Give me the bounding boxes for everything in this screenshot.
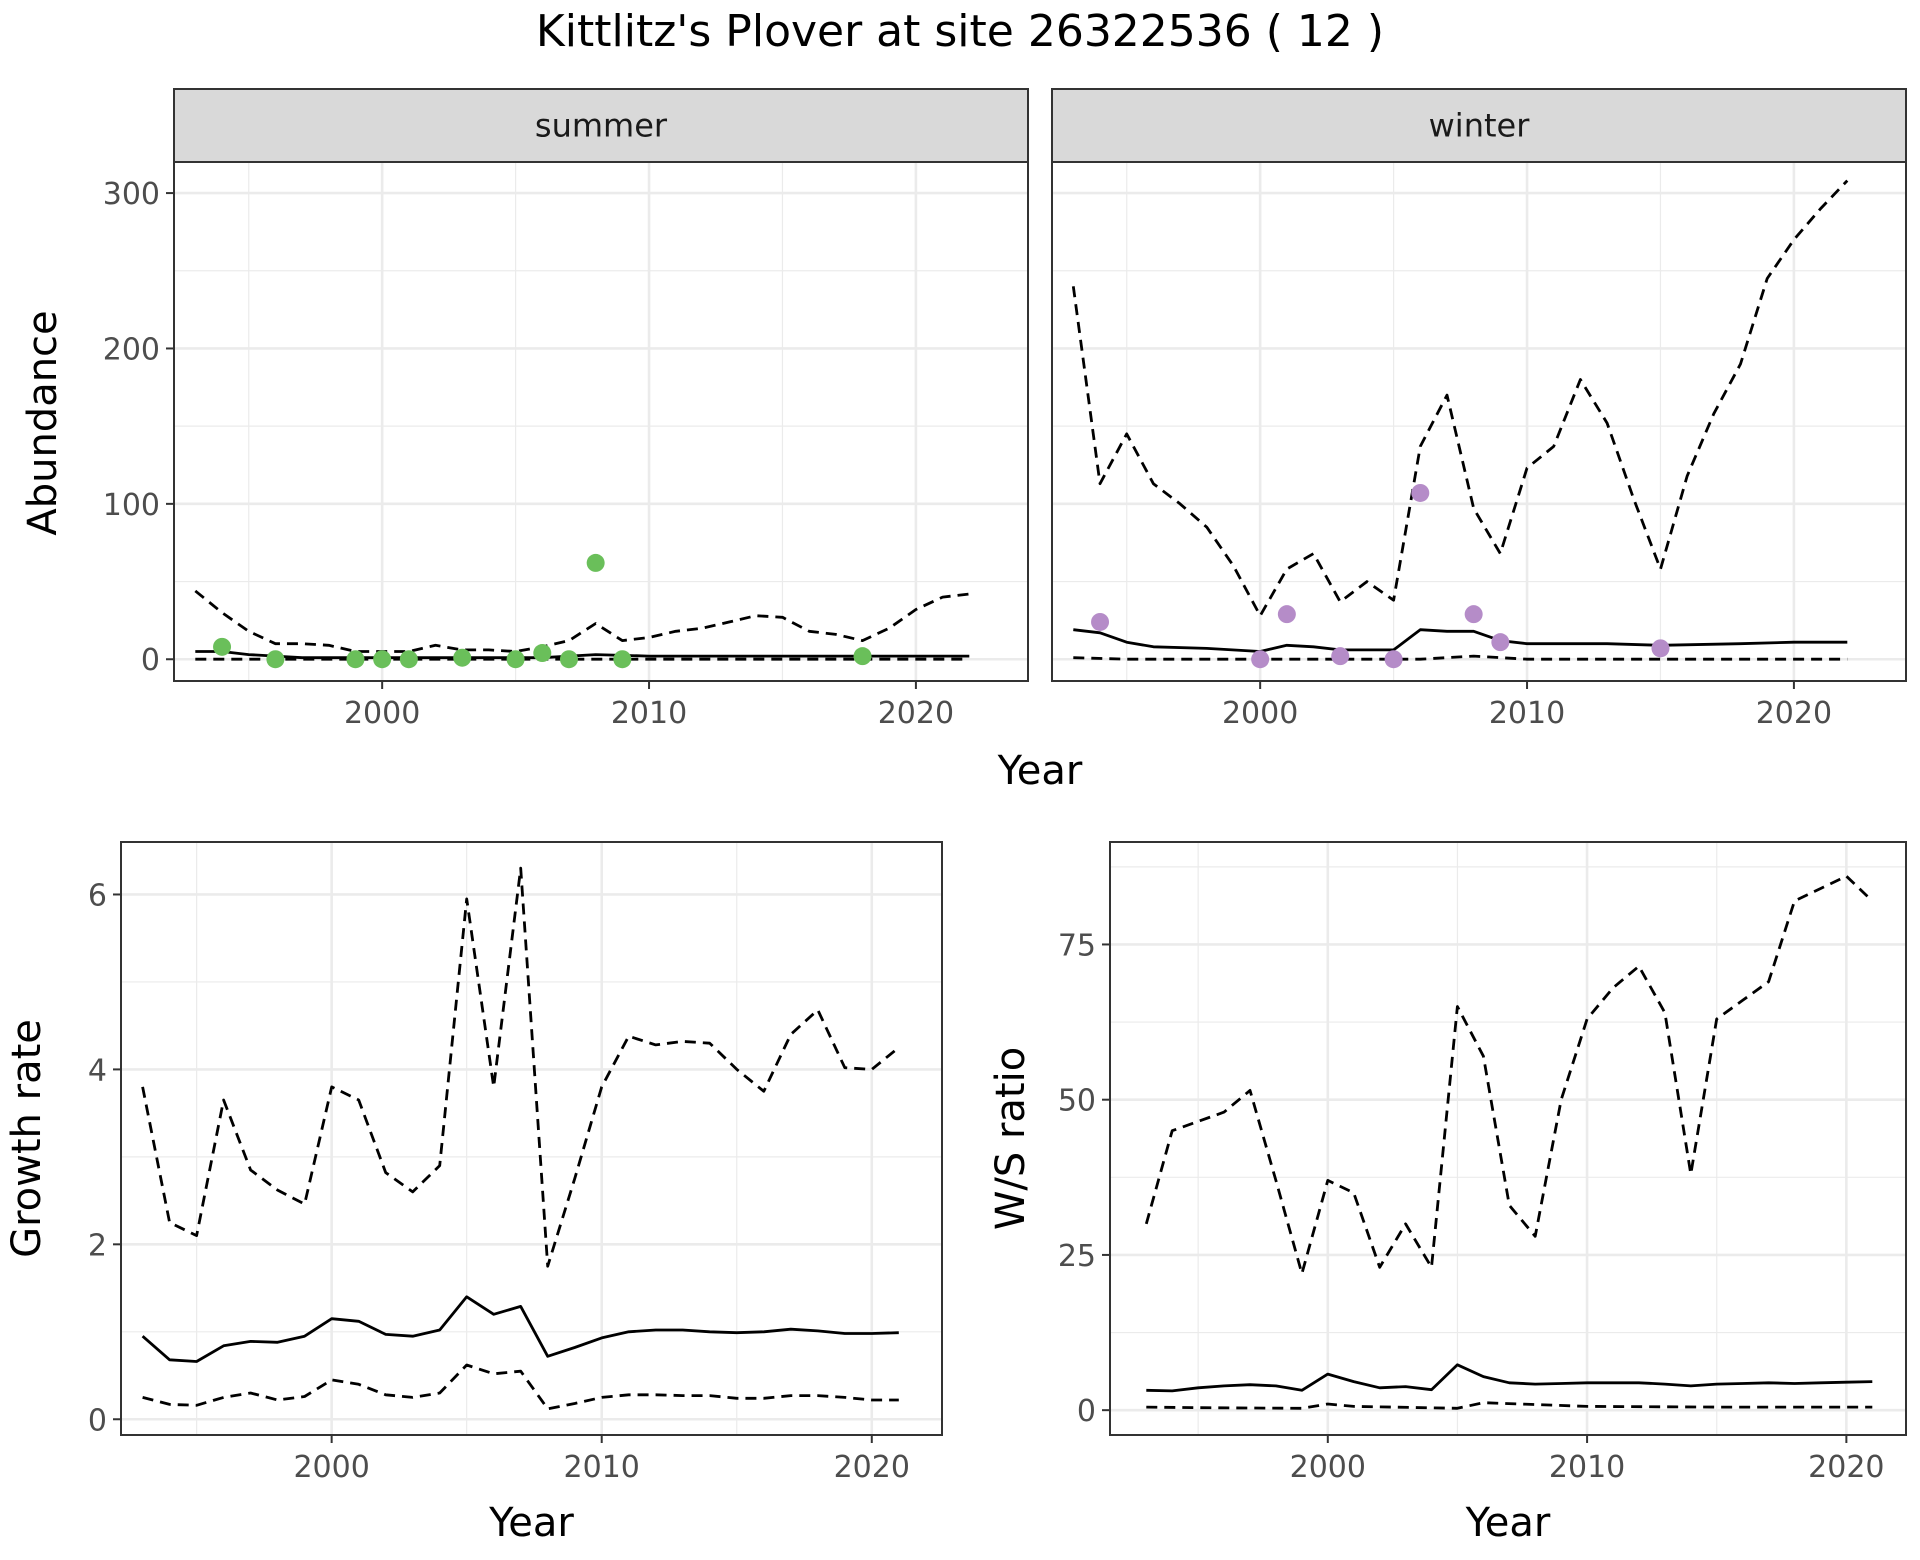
- data-point-summer: [533, 644, 552, 663]
- data-point-summer: [559, 650, 578, 669]
- series-line-summer-0-solid: [195, 650, 970, 660]
- data-point-winter: [1464, 605, 1483, 624]
- y-axis-title-ws_ratio: W/S ratio: [988, 1047, 1034, 1230]
- x-tick-label: 2020: [834, 1450, 910, 1485]
- series-line-growth-2-dashed: [142, 1363, 899, 1411]
- data-point-winter: [1651, 639, 1670, 658]
- x-tick-label: 2010: [564, 1450, 640, 1485]
- data-point-summer: [506, 650, 525, 669]
- y-tick-label: 100: [103, 488, 160, 523]
- data-point-winter: [1251, 650, 1270, 669]
- y-tick-label: 200: [103, 332, 160, 367]
- series-line-winter-2-dashed: [1073, 654, 1848, 661]
- x-tick-label: 2010: [1549, 1450, 1625, 1485]
- series-line-winter-1-dashed: [1071, 179, 1849, 618]
- y-tick-label: 0: [141, 643, 160, 678]
- data-point-winter: [1277, 605, 1296, 624]
- x-tick-label: 2010: [1489, 696, 1565, 731]
- strip-label-summer: summer: [535, 107, 668, 145]
- figure-title: Kittlitz's Plover at site 26322536 ( 12 …: [536, 6, 1384, 57]
- x-tick-label: 2000: [344, 696, 420, 731]
- strip-winter: [1051, 88, 1907, 163]
- data-point-summer: [586, 553, 605, 572]
- x-tick-label: 2000: [293, 1450, 369, 1485]
- y-tick-label: 4: [88, 1053, 107, 1088]
- x-tick-label: 2010: [611, 696, 687, 731]
- data-point-summer: [613, 650, 632, 669]
- x-tick-label: 2020: [1756, 696, 1832, 731]
- data-point-winter: [1411, 483, 1430, 502]
- panel-ws_ratio: 2000 2010 2020 0 25 50 75 W/S ratio Year: [988, 841, 1907, 1546]
- y-tick-label: 6: [88, 878, 107, 913]
- plot-area-ws_ratio: [1110, 842, 1906, 1435]
- series-line-ws_ratio-0-solid: [1146, 1363, 1873, 1393]
- panel-winter: winter 2000 2010 2020: [1051, 88, 1907, 731]
- data-point-winter: [1491, 633, 1510, 652]
- x-axis-title-growth: Year: [488, 1500, 574, 1546]
- top-y-axis-title: Abundance: [20, 310, 66, 535]
- panel-border-growth: [120, 841, 943, 1436]
- data-point-summer: [373, 650, 392, 669]
- series-line-winter-0-solid: [1073, 628, 1848, 653]
- panel-border-winter: [1051, 161, 1907, 682]
- y-tick-label: 0: [88, 1403, 107, 1438]
- y-tick-label: 50: [1058, 1084, 1096, 1119]
- y-tick-label: 2: [88, 1228, 107, 1263]
- plot-area-growth: [121, 842, 942, 1435]
- data-point-summer: [266, 650, 285, 669]
- data-point-winter: [1331, 647, 1350, 666]
- panel-border-summer: [173, 161, 1029, 682]
- panel-border-ws_ratio: [1109, 841, 1907, 1436]
- series-line-ws_ratio-2-dashed: [1146, 1401, 1873, 1410]
- series-line-growth-0-solid: [141, 1295, 899, 1363]
- y-tick-label: 0: [1077, 1394, 1096, 1429]
- data-point-summer: [399, 650, 418, 669]
- strip-summer: [173, 88, 1029, 163]
- x-tick-label: 2020: [1808, 1450, 1884, 1485]
- series-line-summer-1-dashed: [194, 589, 970, 653]
- x-axis-title-ws_ratio: Year: [1465, 1500, 1551, 1546]
- y-axis-title-growth: Growth rate: [4, 1019, 50, 1258]
- x-tick-label: 2000: [1222, 696, 1298, 731]
- data-point-summer: [346, 650, 365, 669]
- x-tick-label: 2000: [1290, 1450, 1366, 1485]
- data-point-summer: [453, 648, 472, 667]
- plot-area-winter: [1052, 162, 1906, 681]
- data-point-winter: [1091, 612, 1110, 631]
- data-point-summer: [853, 647, 872, 666]
- series-line-growth-1-dashed: [141, 866, 900, 1268]
- panel-summer: summer 2000 2010 2020 0 100 200 300: [103, 88, 1029, 731]
- data-point-winter: [1384, 650, 1403, 669]
- y-tick-label: 75: [1058, 928, 1096, 963]
- y-tick-label: 300: [103, 177, 160, 212]
- panel-growth: 2000 2010 2020 0 2 4 6 Growth rate Year: [4, 841, 943, 1546]
- plot-area-summer: [174, 162, 1028, 681]
- top-x-axis-title: Year: [997, 748, 1083, 794]
- data-point-summer: [213, 637, 232, 656]
- x-tick-label: 2020: [878, 696, 954, 731]
- y-tick-label: 25: [1058, 1239, 1096, 1274]
- strip-label-winter: winter: [1429, 107, 1531, 145]
